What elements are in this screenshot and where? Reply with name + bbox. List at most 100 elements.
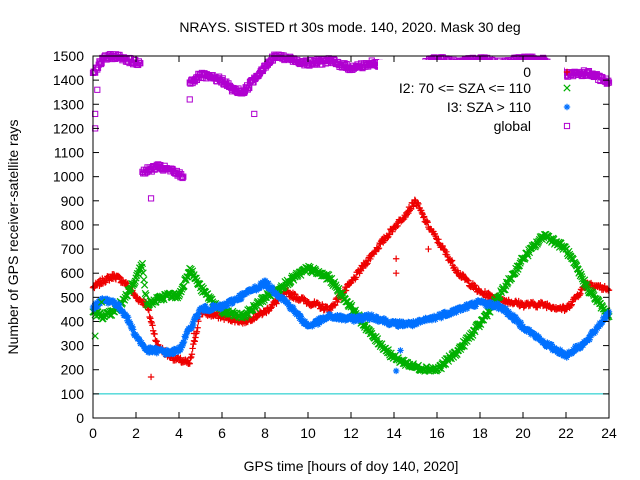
y-tick-label: 0	[76, 410, 84, 426]
data-point	[180, 282, 188, 290]
x-tick-label: 2	[132, 425, 140, 441]
data-point	[364, 260, 371, 267]
data-point	[533, 303, 540, 310]
data-point	[119, 308, 127, 316]
data-point	[440, 245, 447, 253]
data-point	[256, 284, 264, 292]
data-point	[178, 173, 185, 181]
data-point	[189, 345, 196, 352]
data-point	[120, 296, 129, 304]
data-point	[395, 323, 402, 330]
data-point	[352, 274, 360, 281]
data-point	[311, 320, 318, 327]
legend-marker	[563, 84, 571, 92]
outlier-point	[397, 347, 404, 354]
data-point	[506, 309, 513, 317]
data-point	[386, 231, 393, 238]
legend: 0 I2: 70 <= SZA <= 110 I3: SZA > 110 glo…	[378, 60, 571, 142]
data-point	[188, 267, 197, 275]
data-point	[135, 61, 142, 69]
data-point	[303, 320, 310, 327]
data-point	[110, 298, 117, 306]
legend-marker	[563, 68, 571, 76]
y-tick-label: 1200	[53, 120, 84, 136]
data-point	[179, 174, 186, 182]
data-point	[410, 318, 417, 325]
data-point	[125, 288, 134, 296]
series-3	[89, 277, 613, 361]
data-point	[469, 299, 477, 306]
data-point	[138, 339, 145, 346]
data-point	[367, 255, 374, 263]
data-point	[140, 281, 149, 289]
data-point	[177, 288, 185, 296]
data-point	[465, 277, 472, 285]
data-point	[194, 313, 201, 321]
data-point	[517, 319, 525, 326]
data-point	[177, 354, 184, 362]
outlier-point	[392, 270, 400, 277]
data-point	[190, 321, 197, 329]
data-point	[580, 342, 587, 349]
data-point	[187, 354, 194, 362]
data-point	[172, 349, 179, 356]
data-point	[463, 305, 471, 312]
data-point	[461, 304, 469, 312]
data-point	[435, 236, 442, 243]
x-tick-label: 8	[261, 425, 269, 441]
data-point	[359, 316, 367, 323]
data-point	[487, 299, 494, 306]
data-point	[447, 258, 454, 265]
data-point	[514, 316, 522, 324]
data-point	[124, 314, 132, 321]
data-point	[357, 313, 364, 321]
data-point	[320, 307, 327, 314]
data-point	[389, 228, 396, 235]
data-point	[269, 286, 277, 294]
data-point	[273, 289, 280, 297]
data-point	[345, 281, 353, 288]
data-point	[190, 340, 197, 348]
data-point	[568, 301, 575, 308]
data-point	[189, 319, 196, 327]
x-tick-label: 22	[558, 425, 574, 441]
x-tick-label: 0	[89, 425, 97, 441]
data-point	[499, 303, 506, 311]
data-point	[404, 321, 411, 329]
data-point	[332, 313, 339, 320]
x-axis-label: GPS time [hours of doy 140, 2020]	[244, 458, 459, 474]
data-point	[97, 60, 104, 68]
data-point	[141, 289, 149, 298]
data-point	[574, 342, 582, 349]
data-marks	[89, 51, 613, 381]
data-point	[586, 336, 593, 343]
data-point	[173, 294, 182, 302]
legend-box	[378, 60, 564, 142]
data-point	[273, 300, 280, 307]
data-point	[140, 343, 148, 350]
data-point	[375, 245, 383, 252]
data-point	[297, 313, 305, 320]
x-tick-label: 10	[300, 425, 316, 441]
data-point	[438, 314, 445, 322]
outlier-point	[425, 245, 432, 253]
y-tick-label: 1100	[54, 145, 84, 161]
data-point	[414, 199, 421, 206]
data-point	[413, 320, 421, 328]
data-point	[363, 261, 370, 268]
data-point	[420, 214, 427, 221]
y-tick-label: 400	[61, 313, 85, 329]
data-point	[243, 290, 251, 297]
data-point	[471, 281, 478, 289]
data-point	[503, 309, 510, 316]
data-point	[375, 245, 382, 253]
data-point	[129, 323, 136, 330]
data-point	[451, 263, 458, 271]
data-point	[399, 216, 406, 224]
data-point	[246, 84, 253, 92]
data-point	[185, 359, 193, 367]
data-point	[567, 302, 575, 309]
data-point	[192, 274, 200, 282]
data-point	[604, 285, 611, 293]
data-point	[164, 347, 171, 355]
